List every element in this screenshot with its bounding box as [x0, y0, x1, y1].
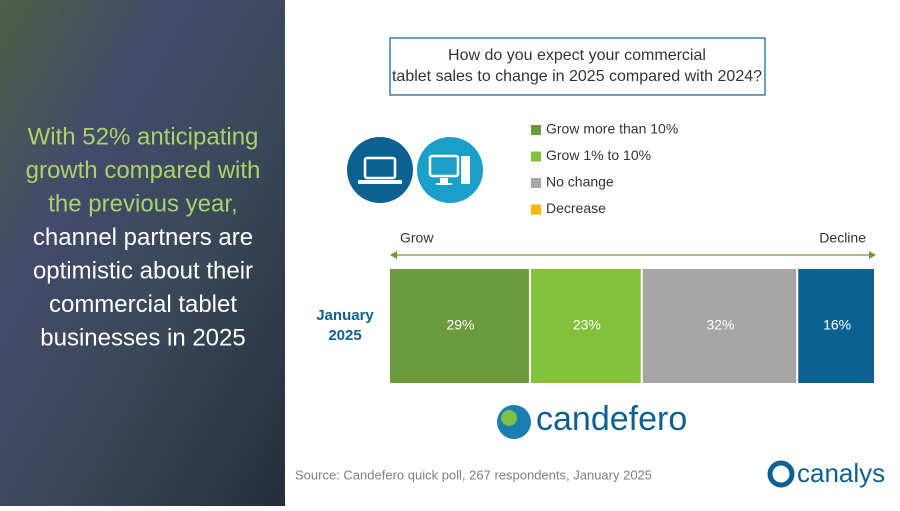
- bar-segment: [798, 269, 874, 383]
- laptop-icon: [347, 137, 413, 203]
- data-label: 16%: [823, 317, 851, 333]
- logo-mark: [501, 410, 517, 426]
- source: Source: Candefero quick poll, 267 respon…: [295, 467, 652, 482]
- desktop-icon: [417, 137, 483, 203]
- sidebar-line: commercial tablet: [49, 291, 237, 318]
- sidebar-text: With 52% anticipating growth compared wit…: [26, 123, 261, 351]
- data-label: 29%: [446, 317, 474, 333]
- legend-label: Decrease: [546, 200, 606, 216]
- brand-mark: [767, 460, 795, 488]
- axis-end-label: Decline: [819, 230, 866, 246]
- sidebar-line: channel partners are: [33, 224, 253, 251]
- arrow-head: [390, 251, 397, 259]
- arrow-head: [869, 251, 876, 259]
- brand: canalys: [797, 458, 885, 488]
- sidebar-line: optimistic about their: [33, 257, 253, 284]
- sidebar-overlay: [0, 0, 285, 506]
- axis-start-label: Grow: [400, 230, 434, 246]
- bar-segment: [642, 269, 797, 383]
- legend-label: Grow 1% to 10%: [546, 147, 651, 163]
- legend-swatch: [531, 178, 541, 188]
- sidebar-highlight: With 52% anticipating: [28, 123, 259, 150]
- sidebar-line: businesses in 2025: [40, 324, 245, 351]
- legend-swatch: [531, 204, 541, 215]
- sidebar-image: [0, 0, 285, 506]
- legend-swatch: [531, 151, 541, 162]
- chart-title: How do you expect your commercial tablet …: [392, 47, 762, 85]
- sidebar-highlight: growth compared with: [26, 157, 261, 184]
- data-label: 32%: [706, 317, 734, 333]
- logo-candefero: candefero: [536, 400, 687, 438]
- legend-swatch: [531, 125, 541, 135]
- bar-segment: [390, 269, 529, 383]
- sidebar-highlight: the previous year,: [48, 190, 237, 217]
- bar-segment: [530, 269, 641, 383]
- legend-label: No change: [546, 174, 614, 190]
- category-label: January 2025: [316, 307, 374, 344]
- title-box: [389, 37, 766, 96]
- data-label: 23%: [573, 317, 601, 333]
- legend-label: Grow more than 10%: [546, 121, 678, 137]
